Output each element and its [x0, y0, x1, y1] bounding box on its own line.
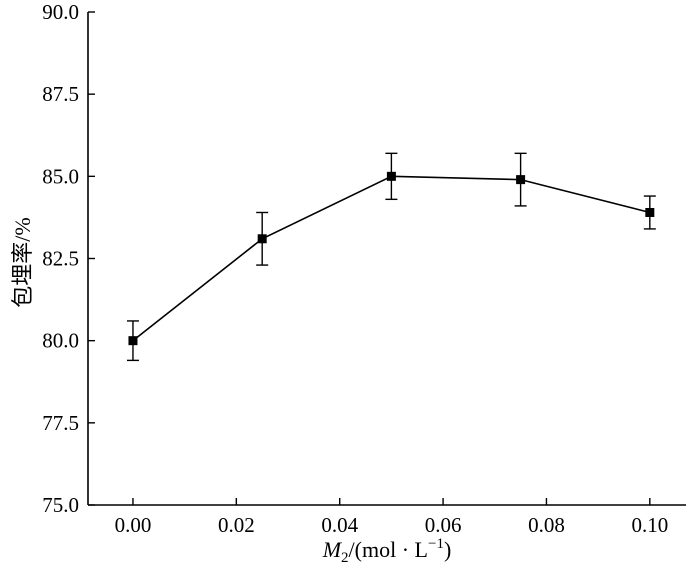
data-point-marker	[516, 175, 526, 185]
x-tick-label: 0.04	[321, 513, 358, 537]
x-tick-label: 0.02	[218, 513, 255, 537]
y-tick-label: 85.0	[42, 164, 79, 188]
y-tick-label: 75.0	[42, 493, 79, 517]
x-tick-label: 0.10	[631, 513, 668, 537]
x-tick-label: 0.00	[115, 513, 152, 537]
y-tick-label: 80.0	[42, 329, 79, 353]
x-tick-label: 0.06	[425, 513, 462, 537]
data-point-marker	[386, 171, 396, 181]
y-tick-label: 90.0	[42, 0, 79, 24]
data-line	[132, 175, 651, 342]
y-tick-label: 87.5	[42, 82, 79, 106]
data-point-marker	[128, 336, 138, 346]
y-tick-label: 77.5	[42, 411, 79, 435]
y-axis-label: 包埋率/%	[10, 217, 35, 307]
data-point-marker	[645, 207, 655, 217]
data-point-marker	[257, 234, 267, 244]
y-tick-label: 82.5	[42, 247, 79, 271]
x-tick-label: 0.08	[528, 513, 565, 537]
x-axis-label: M2/(mol · L−1)	[322, 536, 452, 566]
